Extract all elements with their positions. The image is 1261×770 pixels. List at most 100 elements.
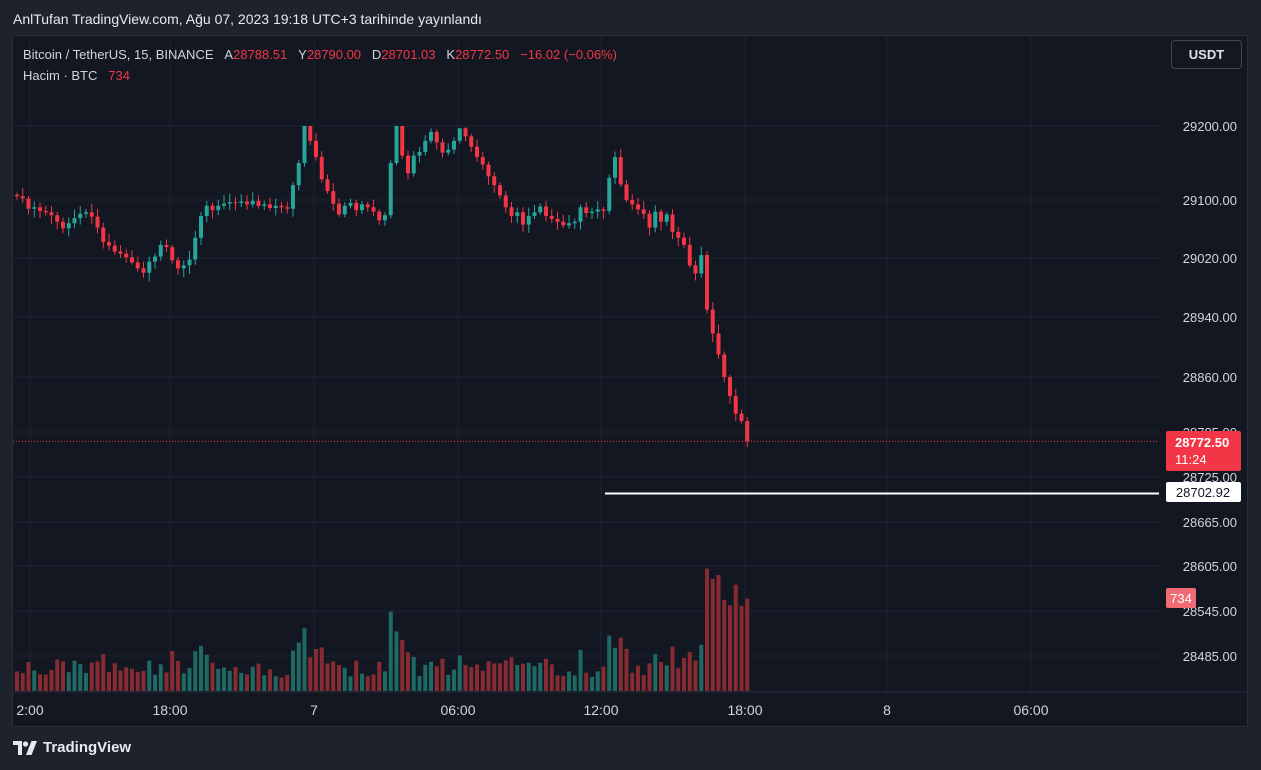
volume-bar [314,648,318,691]
volume-bar [250,666,255,691]
candle-body [262,204,267,206]
candle-body [20,196,25,199]
candle-body [348,202,353,206]
volume-row: Hacim · BTC 734 [23,67,617,88]
candle-body [641,209,646,214]
time-axis-label: 18:00 [727,702,762,718]
price-axis-label: 29020.00 [1183,251,1237,266]
candle-body [624,184,629,200]
volume-bar [176,660,180,691]
candle-body [193,237,198,260]
symbol-name[interactable]: Bitcoin / TetherUS, 15, BINANCE [23,47,214,62]
publish-title: AnlTufan TradingView.com, Ağu 07, 2023 1… [13,11,482,27]
chart-frame[interactable]: 29200.00 29100.00 29020.00 28940.00 28860.00… [12,35,1248,727]
candle-body [26,198,31,209]
volume-bar [636,665,640,691]
volume-bar [670,646,675,691]
candle-body [406,155,410,174]
volume-bar [498,663,502,691]
candle-body [440,142,445,153]
volume-bar [682,658,686,691]
tradingview-brand: TradingView [43,739,132,756]
volume-bar [342,667,347,691]
candle-body [250,200,255,205]
candle-body [544,206,548,216]
candle-body [325,179,330,192]
time-axis-label: 2:00 [16,702,43,718]
candle-body [561,221,566,226]
volume-bar [216,669,221,691]
candle-body [233,202,238,204]
candle-body [613,157,617,178]
volume-bar [20,673,25,691]
price-axis-label: 29200.00 [1183,119,1237,134]
candle-body [89,212,94,217]
ohlc-row: Bitcoin / TetherUS, 15, BINANCE A28788.5… [23,46,617,67]
volume-bar [158,664,163,691]
volume-bar [641,674,646,691]
price-axis-label: 28940.00 [1183,310,1237,325]
candle-body [423,140,428,152]
volume-bar [130,668,134,691]
candle-body [331,191,336,204]
volume-bar [118,670,123,691]
candlestick-chart[interactable]: 29200.00 29100.00 29020.00 28940.00 28860.00… [13,36,1248,727]
candle-body [118,251,123,254]
volume-bar [567,671,571,691]
currency-button[interactable]: USDT [1171,40,1242,69]
candle-body [394,126,399,163]
volume-bar [89,662,94,691]
volume-bar [135,671,140,691]
volume-bar [239,672,244,691]
volume-bar [607,635,612,691]
volume-bar [15,671,19,691]
volume-bar [112,663,117,691]
volume-bar [371,674,376,691]
candle-body [78,213,83,219]
volume-bar [728,605,732,691]
volume-bar [687,652,692,691]
candle-body [411,155,416,174]
candle-body [337,203,341,215]
volume-bar [388,611,393,691]
last-price-label-box [1166,431,1241,471]
tradingview-logo[interactable]: TradingView [13,739,131,756]
volume-bar [521,663,525,691]
volume-bar [745,598,750,691]
candle-body [319,157,324,180]
volume-bar [331,661,336,691]
candle-body [705,255,709,310]
volume-bar [337,665,341,691]
marker-price-label-box [1166,482,1241,502]
volume-bar [233,667,238,691]
time-axis-label: 8 [883,702,891,718]
candle-body [256,200,261,206]
volume-bar [705,568,709,691]
candle-body [503,195,508,208]
candle-body [653,211,658,228]
volume-bar [141,670,146,691]
price-axis-label: 28860.00 [1183,370,1237,385]
candle-body [43,210,48,213]
candle-body [204,205,209,216]
volume-bar [578,649,583,691]
candle-body [308,126,313,141]
candle-body [457,128,462,141]
volume-bar [561,675,566,691]
volume-label-box [1166,588,1196,608]
candle-body [521,212,525,225]
time-axis-label: 7 [310,702,318,718]
candle-body [153,256,157,262]
price-axis-label: 28725.00 [1183,470,1237,485]
volume-bar [555,675,560,691]
volume-bar [653,654,658,691]
candle-body [452,140,456,150]
candle-body [722,354,727,377]
candle-body [279,205,284,208]
volume-bar [204,654,209,691]
candle-body [670,214,675,232]
candle-body [515,212,520,216]
volume-bar [492,663,497,691]
volume-bar [739,605,744,691]
volume-label[interactable]: Hacim · BTC [23,68,98,83]
